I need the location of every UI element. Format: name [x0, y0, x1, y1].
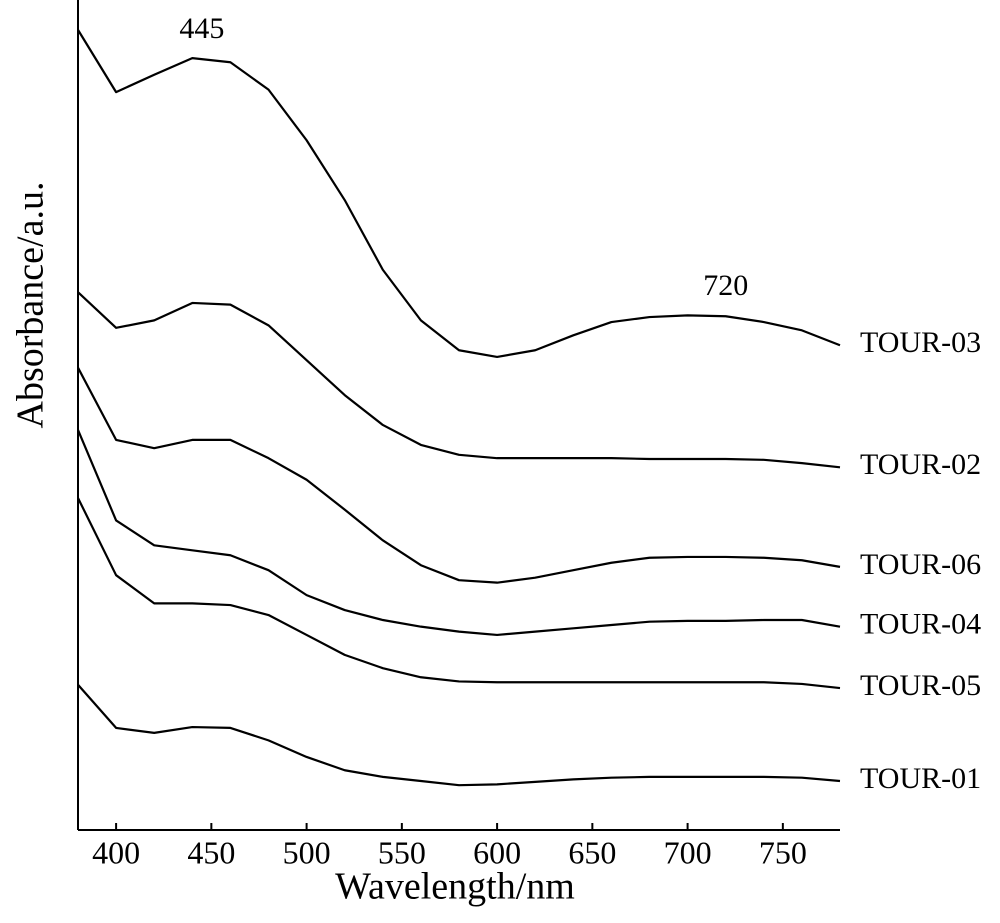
peak-annotation: 445: [179, 12, 224, 45]
spectrum-line: [77, 684, 841, 787]
series-label: TOUR-03: [860, 326, 981, 359]
x-tick-label: 650: [568, 834, 616, 870]
peak-annotation: 720: [703, 269, 748, 302]
spectrum-line: [77, 291, 841, 469]
series-label: TOUR-01: [860, 762, 981, 795]
x-axis-label: Wavelength/nm: [335, 866, 575, 908]
x-tick-label: 750: [759, 834, 807, 870]
spectrum-line: [77, 497, 841, 690]
y-axis-label: Absorbance/a.u.: [10, 182, 52, 429]
series-label: TOUR-06: [860, 548, 981, 581]
spectrum-line: [77, 367, 841, 584]
series-label: TOUR-05: [860, 669, 981, 702]
x-tick-label: 500: [283, 834, 331, 870]
x-tick-label: 600: [473, 834, 521, 870]
x-tick-label: 550: [378, 834, 426, 870]
series-label: TOUR-02: [860, 448, 981, 481]
spectrum-line: [77, 29, 841, 358]
spectrum-line: [76, 429, 841, 637]
x-tick-label: 400: [92, 834, 140, 870]
series-label: TOUR-04: [860, 608, 981, 641]
x-tick-label: 700: [664, 834, 712, 870]
x-tick-label: 450: [187, 834, 235, 870]
